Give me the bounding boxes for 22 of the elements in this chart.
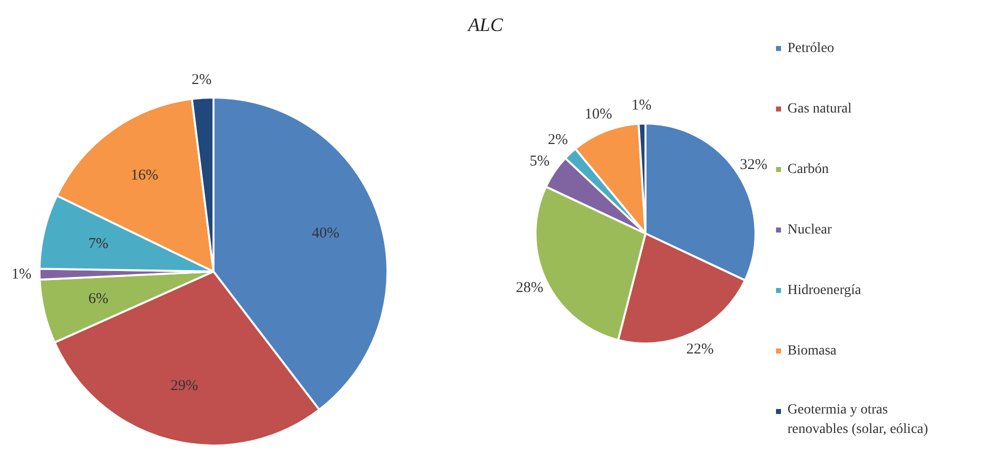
- data-label: 2%: [548, 132, 568, 148]
- legend-label: Gas natural: [788, 102, 852, 116]
- data-label: 28%: [516, 280, 544, 296]
- chart-title: ALC: [466, 15, 504, 36]
- data-label: 40%: [312, 226, 340, 242]
- data-label: 16%: [130, 167, 158, 184]
- data-label: 7%: [88, 236, 108, 252]
- data-label: 22%: [686, 341, 714, 358]
- data-label: 29%: [170, 378, 198, 394]
- legend-label: Hidroenergía: [788, 283, 862, 298]
- legend-label: Carbón: [788, 162, 829, 177]
- legend-label: Geotermia y otras renovables (solar, eólica): [788, 402, 928, 437]
- data-label: 10%: [584, 106, 612, 122]
- data-label: 32%: [740, 156, 768, 173]
- legend-label: Nuclear: [788, 222, 832, 238]
- data-label: 2%: [192, 72, 212, 88]
- data-label: 6%: [88, 290, 108, 307]
- data-label: 1%: [631, 98, 652, 114]
- legend-label: Biomasa: [788, 344, 838, 358]
- data-label: 1%: [12, 266, 32, 282]
- legend-label: Petróleo: [788, 41, 834, 56]
- data-label: 5%: [530, 154, 550, 170]
